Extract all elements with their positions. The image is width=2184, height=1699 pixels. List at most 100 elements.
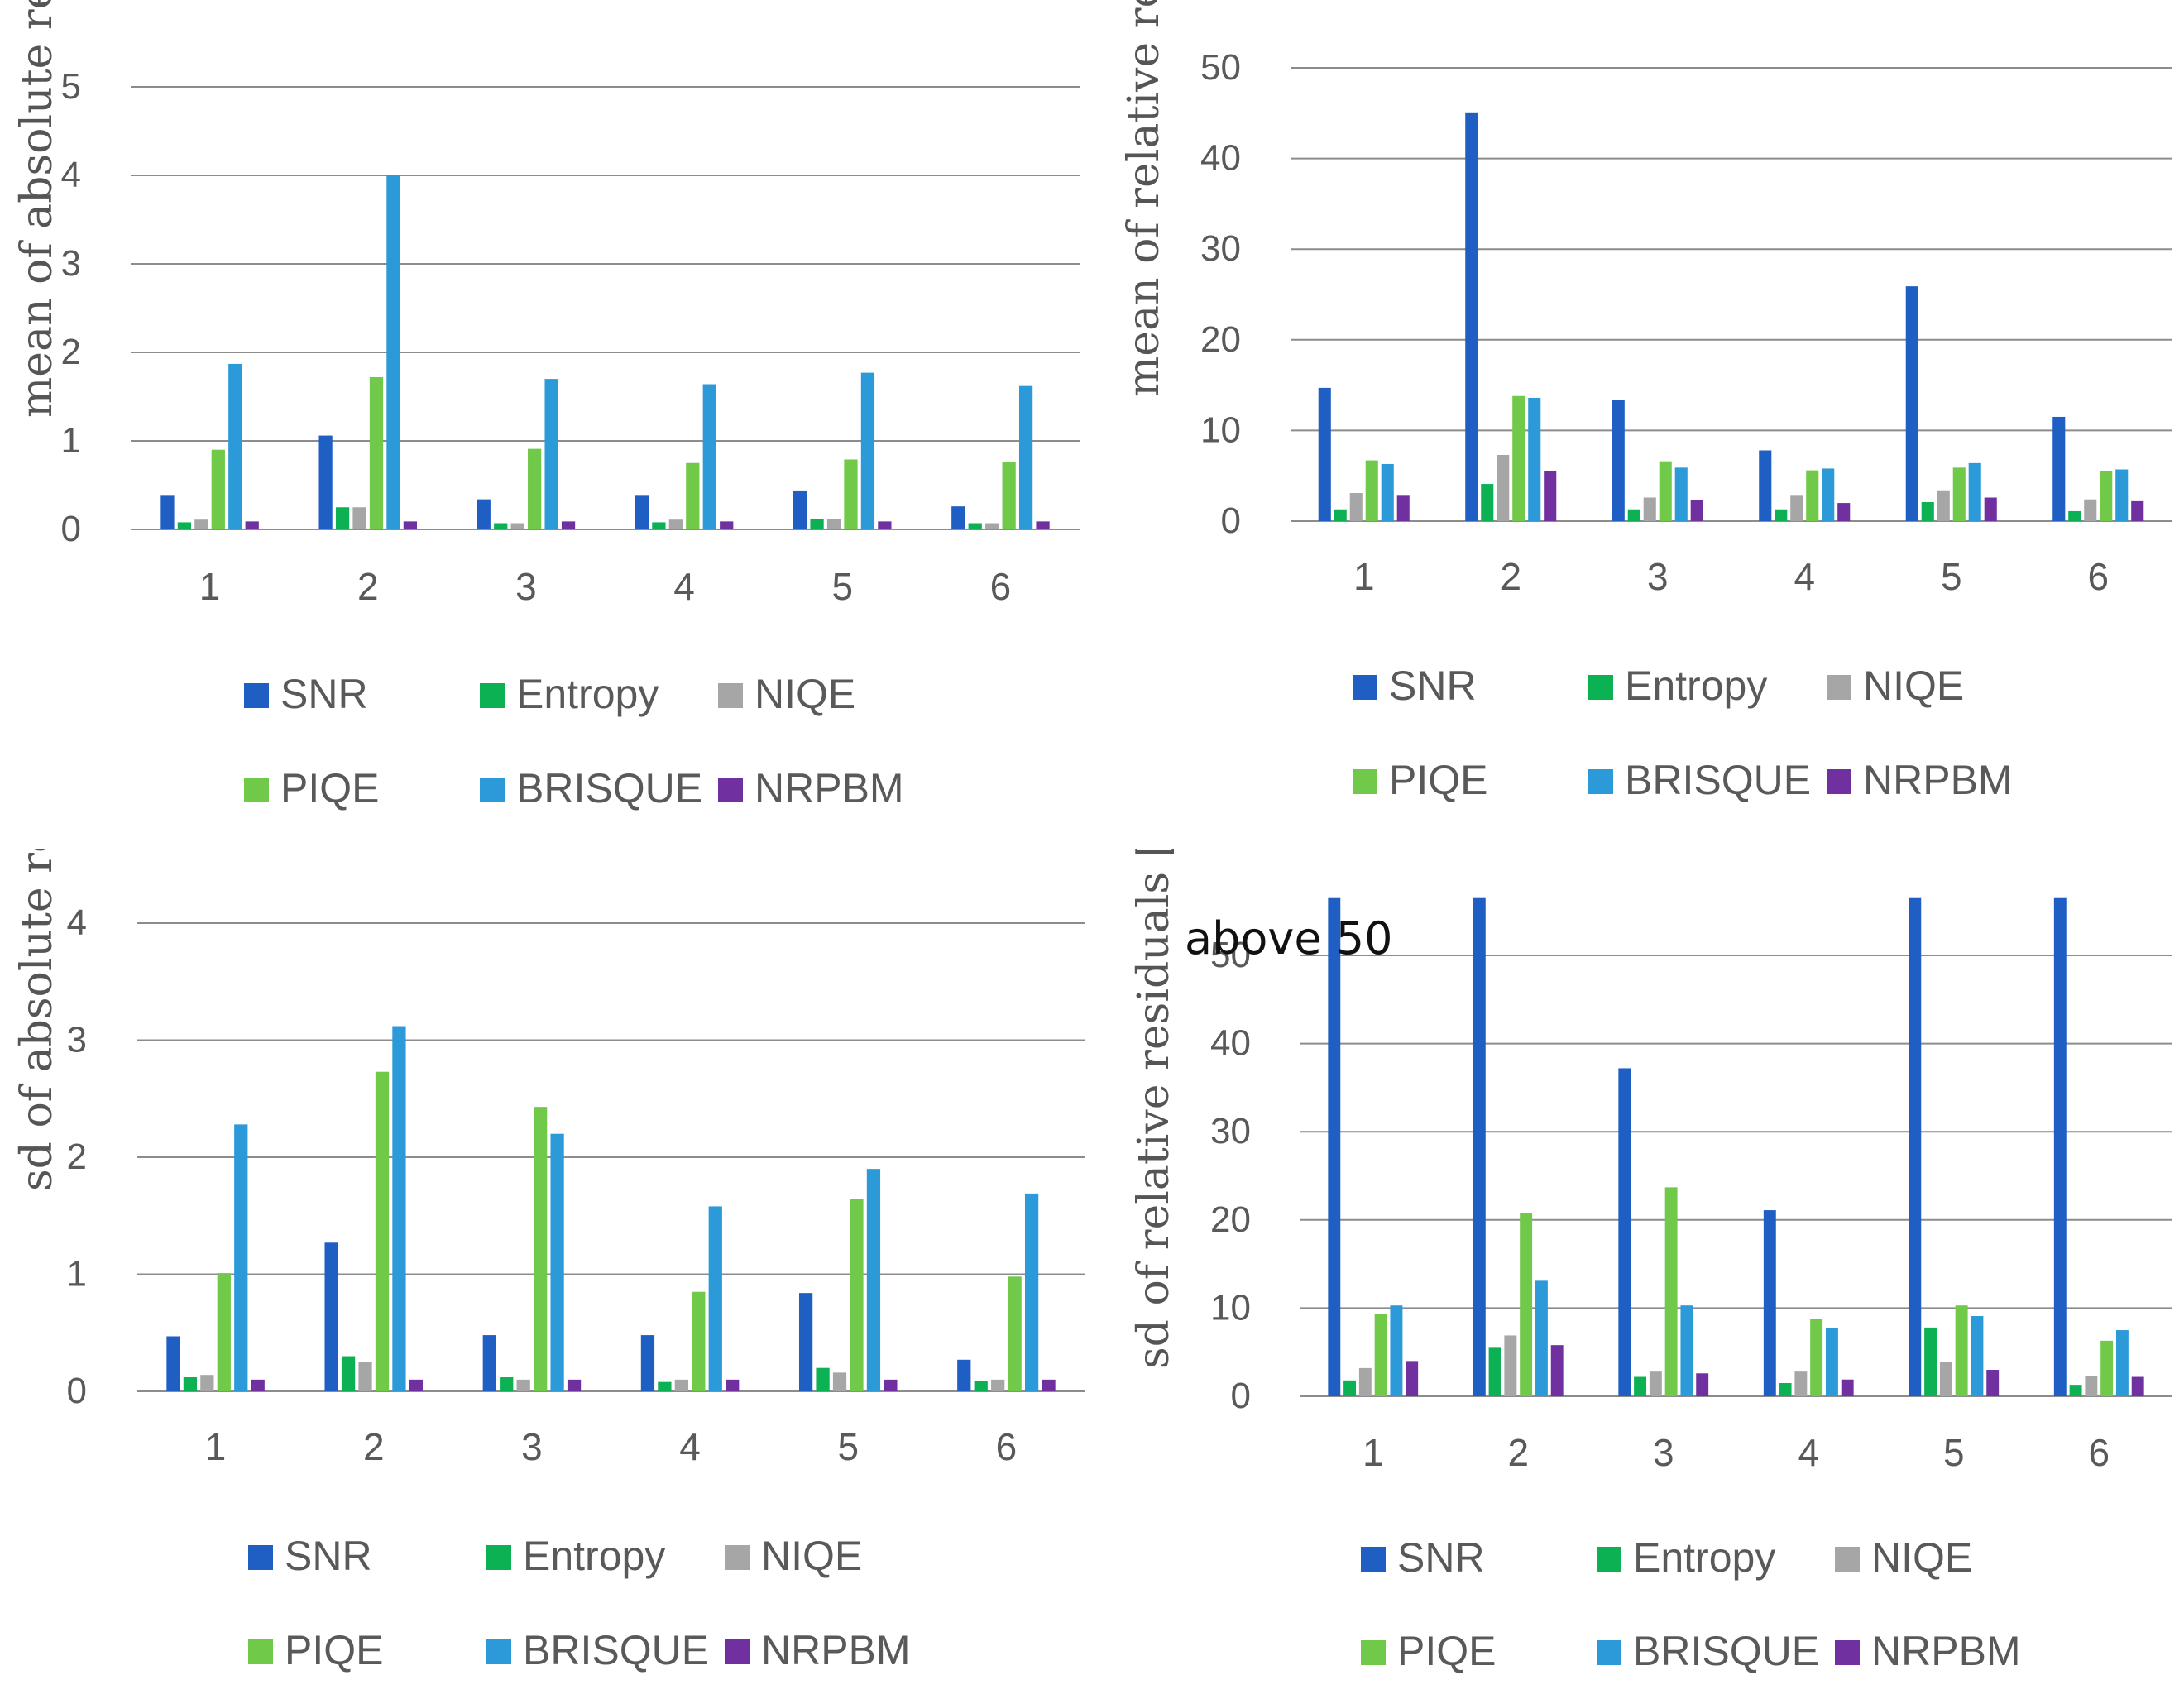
bar-niqe-5 (832, 1372, 847, 1391)
bar-piqe-2 (369, 376, 384, 529)
y-tick-label: 50 (1210, 935, 1251, 975)
bar-snr-2 (1465, 112, 1478, 522)
legend-swatch-piqe (244, 778, 269, 802)
bar-snr-5 (1905, 286, 1918, 521)
bar-brisque-6 (2115, 1330, 2129, 1396)
y-tick-label: 20 (1210, 1199, 1251, 1240)
legend-swatch-brisque (486, 1639, 511, 1664)
bar-brisque-4 (702, 384, 716, 529)
bar-snr-5 (798, 1293, 813, 1391)
y-axis-label: mean of absolute residuals (12, 0, 62, 418)
bar-entropy-1 (1334, 509, 1347, 521)
bar-snr-1 (160, 495, 175, 529)
y-tick-label: 1 (67, 1254, 87, 1295)
legend-label-entropy: Entropy (1625, 663, 1767, 709)
y-tick-label: 20 (1200, 319, 1241, 360)
bar-nrpbm-5 (1986, 1370, 2000, 1396)
x-tick-label: 5 (1941, 555, 1962, 598)
bar-snr-4 (640, 1335, 655, 1391)
bar-snr-4 (1759, 450, 1772, 521)
bar-brisque-2 (1535, 1280, 1548, 1396)
bar-nrpbm-1 (251, 1379, 265, 1391)
legend-label-snr: SNR (1389, 663, 1477, 709)
bar-chart-sd-relative: 0 10 20 30 40 50 1 2 3 4 5 6 sd of relative residual… (1129, 850, 2172, 1674)
bar-brisque-4 (708, 1206, 722, 1391)
bar-nrpbm-1 (1406, 1361, 1419, 1396)
legend-label-piqe: PIQE (280, 765, 379, 811)
legend-label-niqe: NIQE (1871, 1534, 1972, 1581)
bar-nrpbm-5 (1984, 497, 1997, 521)
legend-label-entropy: Entropy (516, 671, 659, 717)
bar-chart-sd-absolute: 0 1 2 3 4 1 2 3 4 5 6 sd of absolute residuals SNR En… (12, 850, 1085, 1673)
bar-snr-2 (318, 435, 333, 529)
bar-niqe-5 (826, 519, 841, 529)
bar-nrpbm-5 (878, 521, 892, 529)
bar-snr-6 (2053, 897, 2067, 1396)
y-tick-label: 3 (67, 1020, 87, 1060)
bar-nrpbm-3 (561, 521, 576, 529)
bar-snr-5 (1909, 897, 1922, 1396)
bar-brisque-3 (544, 379, 558, 529)
bar-piqe-5 (1955, 1305, 1968, 1396)
bar-niqe-3 (510, 523, 524, 529)
legend-swatch-entropy (480, 683, 505, 708)
bar-nrpbm-1 (245, 521, 259, 529)
legend-swatch-niqe (1827, 675, 1851, 700)
bar-nrpbm-3 (1690, 500, 1703, 521)
bar-brisque-5 (860, 372, 875, 529)
bar-piqe-3 (1664, 1187, 1678, 1396)
x-tick-label: 6 (990, 565, 1012, 608)
bar-entropy-2 (335, 507, 350, 529)
bar-niqe-3 (1649, 1371, 1662, 1396)
x-tick-label: 5 (837, 1425, 859, 1468)
bar-niqe-1 (194, 519, 208, 529)
bar-entropy-5 (816, 1367, 830, 1391)
bar-entropy-1 (177, 522, 192, 529)
bar-piqe-5 (844, 459, 858, 529)
legend-label-piqe: PIQE (1397, 1628, 1496, 1674)
bar-brisque-2 (386, 175, 400, 529)
y-tick-label: 0 (67, 1371, 87, 1411)
bar-entropy-6 (2069, 1385, 2082, 1396)
y-tick-label: 4 (67, 902, 87, 943)
legend-label-entropy: Entropy (523, 1533, 665, 1579)
legend-label-niqe: NIQE (754, 671, 855, 717)
legend-swatch-nrpbm (1827, 769, 1851, 794)
x-tick-label: 6 (996, 1425, 1018, 1468)
bar-snr-4 (1763, 1210, 1776, 1396)
bar-niqe-5 (1939, 1362, 1952, 1396)
bar-entropy-6 (968, 523, 982, 529)
bar-entropy-3 (494, 523, 508, 529)
bar-snr-6 (957, 1359, 971, 1391)
bar-chart-mean-relative: 0 10 20 30 40 50 1 2 3 4 5 6 mean of relative residu… (1119, 0, 2172, 803)
bar-niqe-2 (358, 1362, 372, 1391)
x-tick-label: 1 (205, 1425, 227, 1468)
legend-label-nrpbm: NRPBM (1863, 757, 2013, 803)
bar-nrpbm-4 (720, 521, 734, 529)
x-tick-label: 2 (357, 565, 379, 608)
bar-entropy-5 (1924, 1327, 1937, 1396)
legend-label-niqe: NIQE (761, 1533, 862, 1579)
y-tick-label: 0 (61, 509, 81, 549)
bar-snr-1 (166, 1336, 180, 1391)
bar-niqe-4 (1794, 1371, 1808, 1396)
bar-brisque-4 (1822, 468, 1835, 521)
bar-brisque-1 (234, 1124, 248, 1391)
legend-swatch-nrpbm (725, 1639, 750, 1664)
bar-brisque-5 (866, 1169, 881, 1391)
bar-snr-2 (1473, 897, 1486, 1396)
bar-entropy-5 (810, 519, 824, 529)
legend-label-brisque: BRISQUE (1633, 1628, 1819, 1674)
legend-label-niqe: NIQE (1863, 663, 1964, 709)
bar-nrpbm-6 (1042, 1379, 1056, 1391)
y-tick-label: 10 (1200, 409, 1241, 450)
legend-label-brisque: BRISQUE (1625, 757, 1811, 803)
legend-swatch-snr (248, 1545, 273, 1570)
bar-snr-5 (793, 490, 807, 529)
x-tick-label: 5 (831, 565, 853, 608)
bar-snr-3 (477, 499, 491, 529)
legend-label-nrpbm: NRPBM (1871, 1628, 2021, 1674)
legend-label-entropy: Entropy (1633, 1534, 1775, 1581)
legend-label-snr: SNR (1397, 1534, 1485, 1581)
legend-label-snr: SNR (285, 1533, 372, 1579)
